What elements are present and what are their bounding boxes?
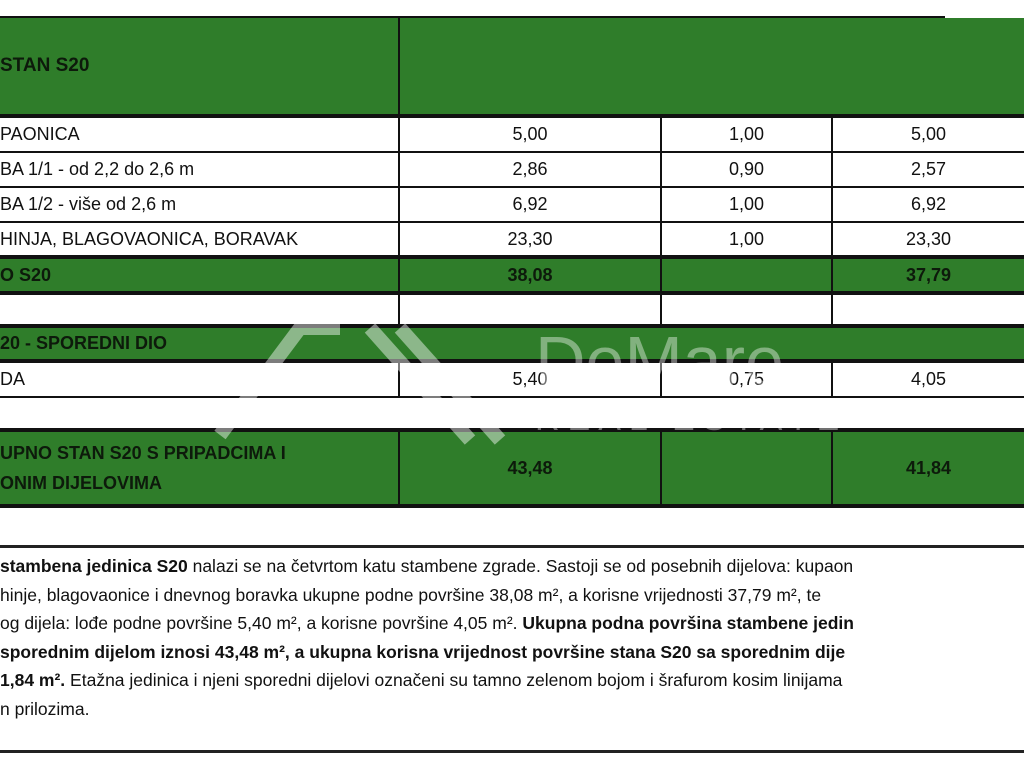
blank-row <box>0 398 1024 432</box>
description-paragraph: stambena jedinica S20 nalazi se na četvr… <box>0 545 1024 753</box>
table-row: BA 1/2 - više od 2,6 m 6,92 1,00 6,92 <box>0 188 1024 223</box>
table-row: DA 5,40 0,75 4,05 <box>0 363 1024 398</box>
subtotal-row: O S20 38,08 37,79 <box>0 259 1024 295</box>
blank-row <box>0 295 1024 328</box>
header-title: STAN S20 <box>0 18 400 114</box>
secondary-header-row: 20 - SPOREDNI DIO <box>0 328 1024 363</box>
table-row: BA 1/1 - od 2,2 do 2,6 m 2,86 0,90 2,57 <box>0 153 1024 188</box>
table-row: HINJA, BLAGOVAONICA, BORAVAK 23,30 1,00 … <box>0 223 1024 259</box>
total-row: UPNO STAN S20 S PRIPADCIMA I ONIM DIJELO… <box>0 432 1024 508</box>
table-header-row: STAN S20 <box>0 18 1024 118</box>
table-row: PAONICA 5,00 1,00 5,00 <box>0 118 1024 153</box>
